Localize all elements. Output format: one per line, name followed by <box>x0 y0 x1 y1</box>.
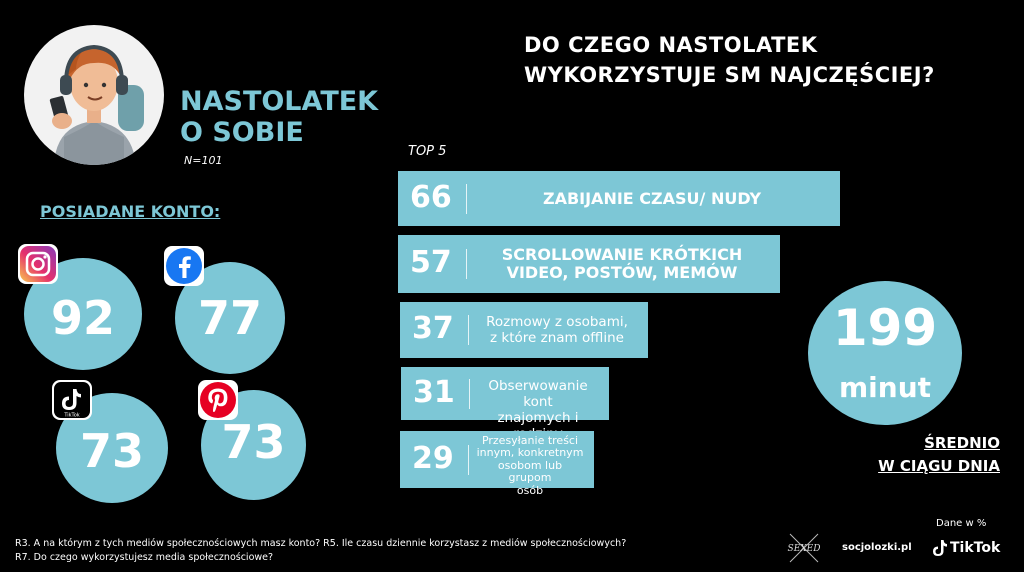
tiktok-value: 73 <box>79 424 144 478</box>
instagram-stat-circle: 92 <box>24 258 142 370</box>
tiktok-icon: TikTok <box>52 380 92 420</box>
bar-label-5-line: Przesyłanie treści <box>481 433 579 447</box>
pinterest-icon <box>198 380 238 420</box>
bar-label-4-line: Obserwowanie kont <box>488 377 588 410</box>
question-footnote: R3. A na którym z tych mediów społecznoś… <box>15 537 626 565</box>
accounts-heading: POSIADANE KONTO: <box>40 202 221 221</box>
socjolozki-logo: socjolozki.pl <box>842 542 912 553</box>
bar-value-5: 29 <box>412 440 454 476</box>
chart-subtitle: TOP 5 <box>408 144 447 159</box>
bar-label-3-line: Rozmowy z osobami, <box>486 314 628 330</box>
tiktok-brand-logo: TikTok <box>932 539 1000 557</box>
bar-label-1-line: ZABIJANIE CZASU/ NUDY <box>542 188 762 208</box>
bar-chart: 66 ZABIJANIE CZASU/ NUDY 57 SCROLLOWANIE KR… <box>398 0 858 571</box>
average-caption-line1: ŚREDNIO <box>924 434 1000 452</box>
sexed-logo: SEXED <box>784 528 824 568</box>
bar-label-5: Przesyłanie treści innym, konkretnym osobo… <box>476 433 584 498</box>
chart-title-line1: DO CZEGO NASTOLATEK <box>524 33 818 57</box>
bar-label-3-line: z które znam offline <box>490 330 624 346</box>
bar-label-5-line: innym, konkretnym <box>476 446 584 459</box>
bar-5: 29 Przesyłanie treści innym, konkretnym oso… <box>400 431 594 496</box>
bar-label-1: ZABIJANIE CZASU/ NUDY <box>474 188 830 208</box>
data-unit-note: Dane w % <box>936 518 987 529</box>
left-title-line1: NASTOLATEK <box>180 86 379 117</box>
bar-separator-2 <box>466 249 467 279</box>
facebook-value: 77 <box>197 291 262 345</box>
bar-label-2: SCROLLOWANIE KRÓTKICH VIDEO, POSTÓW, MEMÓ… <box>474 246 770 282</box>
bar-1: 66 ZABIJANIE CZASU/ NUDY <box>398 171 840 226</box>
bar-separator-1 <box>466 183 467 214</box>
bar-3: 37 Rozmowy z osobami, z które znam offline <box>400 302 648 358</box>
pinterest-value: 73 <box>221 415 286 469</box>
bar-label-3: Rozmowy z osobami, z które znam offline <box>476 314 638 346</box>
question-line2: R7. Do czego wykorzystujesz media społec… <box>15 552 274 563</box>
chart-title: DO CZEGO NASTOLATEK WYKORZYSTUJE SM NAJC… <box>524 30 935 90</box>
average-caption-line2: W CIĄGU DNIA <box>878 457 1000 475</box>
left-title: NASTOLATEK O SOBIE <box>180 86 410 148</box>
bar-separator-4 <box>469 378 470 409</box>
average-time-circle <box>808 281 962 425</box>
sexed-logo-text: SEXED <box>788 544 821 554</box>
chart-title-line2: WYKORZYSTUJE SM NAJCZĘŚCIEJ? <box>524 63 935 87</box>
average-time-unit: minut <box>838 371 932 404</box>
average-time-value: 199 <box>832 299 938 357</box>
bar-value-4: 31 <box>413 374 455 410</box>
facebook-icon <box>164 246 204 286</box>
instagram-icon <box>18 244 58 284</box>
bar-label-5-line: osób <box>516 483 544 497</box>
bar-value-1: 66 <box>410 179 452 215</box>
bar-label-2-line: SCROLLOWANIE KRÓTKICH <box>501 245 743 264</box>
tiktok-brand-icon <box>933 540 947 556</box>
bar-separator-5 <box>468 444 469 475</box>
question-line1: R3. A na którym z tych mediów społecznoś… <box>15 538 627 549</box>
sample-size: N=101 <box>184 154 223 167</box>
teen-avatar <box>24 25 164 165</box>
tiktok-brand-text: TikTok <box>950 540 1001 556</box>
tiktok-icon-caption: TikTok <box>63 413 79 419</box>
instagram-value: 92 <box>50 291 115 345</box>
bar-separator-3 <box>468 315 469 345</box>
bar-2: 57 SCROLLOWANIE KRÓTKICH VIDEO, POSTÓW, ME… <box>398 235 780 293</box>
bar-value-3: 37 <box>412 311 454 346</box>
left-title-line2: O SOBIE <box>180 117 304 148</box>
teen-illustration-icon <box>49 44 144 165</box>
average-caption: ŚREDNIO W CIĄGU DNIA <box>820 432 1000 478</box>
bar-value-2: 57 <box>410 245 452 280</box>
bar-label-2-line: VIDEO, POSTÓW, MEMÓW <box>506 263 738 282</box>
bar-label-5-line: osobom lub grupom <box>497 458 563 484</box>
brand-logos: SEXED socjolozki.pl TikTok <box>782 530 1012 566</box>
